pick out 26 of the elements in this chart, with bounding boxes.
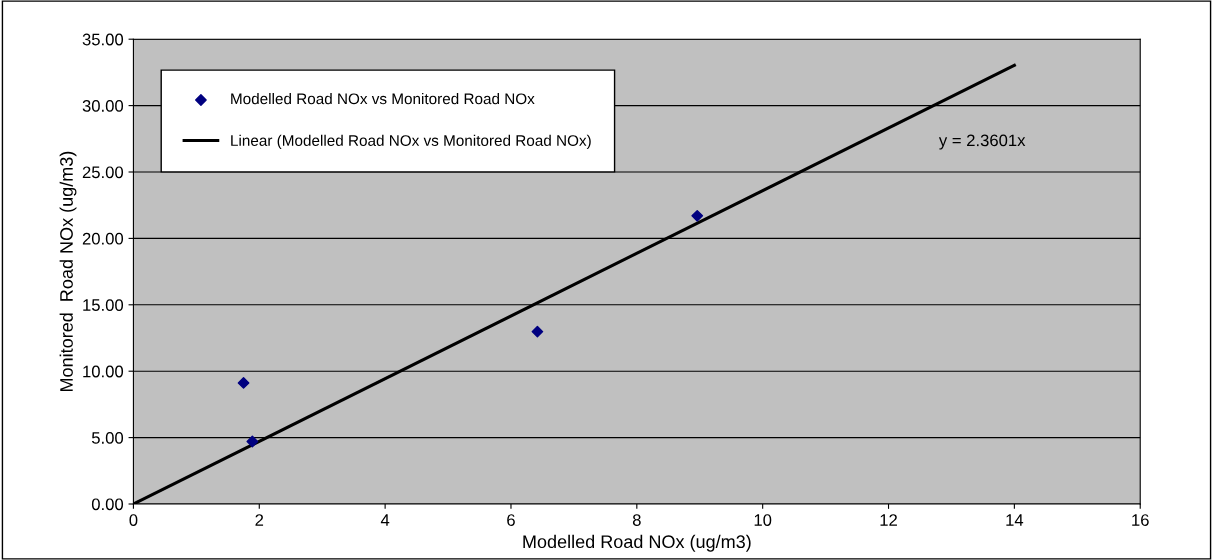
x-tick-label: 10 [754,514,772,526]
legend-label: Modelled Road NOx vs Monitored Road NOx [231,93,535,105]
x-tick-label: 4 [380,514,390,526]
annotation: y = 2.3601x [938,134,1026,150]
y-tick-label: 20.00 [82,232,124,245]
y-tick-label: 0.00 [91,498,124,511]
y-tick-label: 30.00 [82,100,124,112]
point [531,325,544,338]
y-axis-title: Monitored Road NOx (ug/m3) [59,151,77,392]
point [246,435,259,448]
legend-label: Linear (Modelled Road NOx vs Monitored Road NOx) [231,134,591,149]
x-axis-title: Modelled Road NOx (ug/m3) [523,534,751,552]
y-tick-label: 35.00 [82,33,124,46]
y-tick-label: 15.00 [83,299,124,311]
x-tick-label: 0 [129,514,138,526]
x-tick-label: 12 [880,514,897,526]
point [691,209,704,222]
y-tick-label: 5.00 [91,432,124,444]
point [237,376,250,389]
x-tick-label: 14 [1006,514,1024,526]
x-tick-label: 16 [1132,514,1149,526]
x-tick-label: 6 [507,514,515,526]
y-tick-label: 10.00 [83,365,124,378]
y-tick-label: 25.00 [82,166,124,179]
x-tick-label: 8 [632,514,641,526]
x-tick-label: 2 [255,514,264,526]
